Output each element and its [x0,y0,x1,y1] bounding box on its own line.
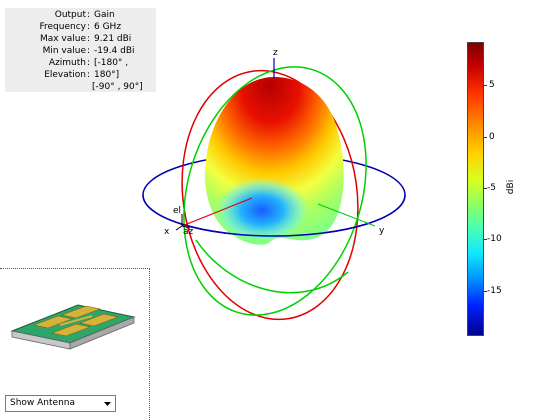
antenna-preview-panel [0,268,150,420]
elevation-circle-green-front [195,239,349,294]
z-axis-label: z [273,48,278,58]
colorbar-tick-mark [484,137,487,138]
colorbar-tick-label: 5 [489,80,495,90]
el-axis-label: el [173,206,181,216]
colorbar-unit-label: dBi [506,179,517,195]
info-value: Gain [94,10,115,20]
info-row-extra: [-90° , 90°] [5,81,156,93]
origin-tick-x [175,225,183,231]
colorbar-tick-mark [484,239,487,240]
info-separator: : [87,70,91,80]
colorbar [467,42,484,336]
colorbar-tick-label: -15 [487,286,502,296]
info-value: [-90° , 90°] [92,82,143,92]
info-value: -19.4 dBi [94,46,135,56]
info-separator: : [87,22,91,32]
info-row: Frequency:6 GHz [5,21,156,33]
info-key: Min value [42,46,86,56]
x-axis-label: x [164,227,170,237]
gain-null-region [214,174,310,240]
colorbar-tick-mark [484,85,487,86]
info-key: Azimuth [48,58,86,68]
info-key: Elevation [44,70,86,80]
info-row: Max value:9.21 dBi [5,33,156,45]
info-key: Output [54,10,86,20]
info-panel: Output: Gain Frequency:6 GHz Max value:9.21… [5,8,156,92]
patch-antenna-icon [10,304,136,350]
info-value: 180°] [94,70,120,80]
info-row: Elevation:180°] [5,69,156,81]
info-key: Max value [39,34,86,44]
colorbar-tick-label: -10 [487,234,502,244]
chevron-down-icon[interactable] [100,396,115,411]
az-axis-label: az [183,227,194,237]
info-key: Frequency [39,22,87,32]
info-separator: : [87,58,91,68]
colorbar-tick-mark [484,291,487,292]
show-antenna-dropdown[interactable]: Show Antenna [5,395,116,412]
info-value: 9.21 dBi [94,34,132,44]
y-axis [317,203,376,227]
info-separator: : [87,10,91,20]
colorbar-tick-label: -5 [487,183,496,193]
info-separator: : [87,46,91,56]
info-row: Azimuth: [-180° , [5,57,156,69]
origin-tick-y [181,225,191,229]
info-value: 6 GHz [94,22,122,32]
info-value: [-180° , [94,58,129,68]
colorbar-tick-mark [484,188,487,189]
dropdown-value: Show Antenna [10,398,75,408]
elevation-circle-green [183,66,367,316]
info-row: Min value: -19.4 dBi [5,45,156,57]
info-row: Output: Gain [5,9,156,21]
azimuth-circle-front [142,194,406,237]
colorbar-tick-label: 0 [489,132,495,142]
y-axis-label: y [379,226,385,236]
info-separator: : [87,34,91,44]
x-axis [181,197,253,227]
